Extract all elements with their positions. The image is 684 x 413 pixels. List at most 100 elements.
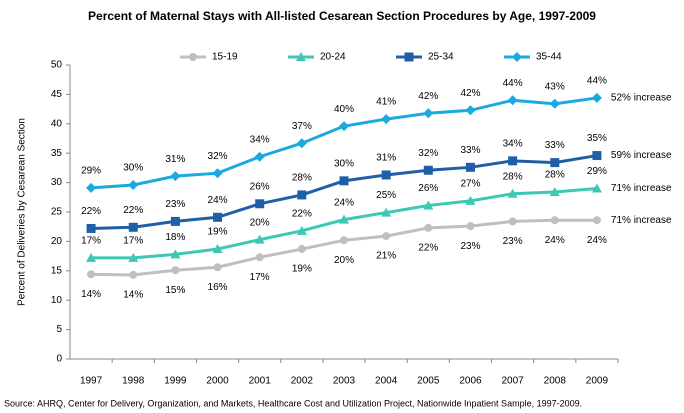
marker [381,207,392,217]
end-annotation: 59% increase [611,150,672,161]
marker [592,151,602,161]
source-note: Source: AHRQ, Center for Delivery, Organ… [4,398,582,408]
end-annotation: 71% increase [611,183,672,194]
data-label: 28% [545,170,565,181]
x-tick-label: 1998 [122,376,145,387]
marker [171,266,180,275]
data-label: 24% [545,235,565,246]
marker [549,187,560,197]
marker [507,188,518,198]
marker [212,168,223,179]
marker [86,182,97,193]
data-label: 21% [376,251,396,262]
data-label: 20% [250,217,270,228]
data-label: 28% [503,171,523,182]
marker [86,252,97,262]
data-label: 42% [460,88,480,99]
marker [381,170,391,180]
data-label: 26% [418,183,438,194]
data-label: 32% [208,151,228,162]
data-label: 29% [81,166,101,177]
marker [297,190,307,200]
data-label: 22% [123,205,143,216]
data-label: 44% [587,76,607,87]
chart-title: Percent of Maternal Stays with All-liste… [88,9,596,23]
x-tick-label: 2001 [249,376,272,387]
marker [508,217,517,226]
data-label: 16% [208,282,228,293]
data-label: 24% [334,197,354,208]
marker [170,249,181,259]
marker [382,232,391,241]
data-label: 17% [81,236,101,247]
y-tick-label: 15 [51,265,63,276]
data-label: 14% [81,289,101,300]
marker [128,252,139,262]
x-tick-label: 2004 [375,376,398,387]
data-label: 30% [334,158,354,169]
data-label: 41% [376,97,396,108]
marker [465,162,475,172]
marker [424,223,433,232]
marker [296,225,307,235]
y-axis-label: Percent of Deliveries by Cesarean Sectio… [17,118,28,306]
data-label: 23% [460,241,480,252]
marker [339,176,349,186]
data-label: 40% [334,104,354,115]
x-tick-label: 2002 [291,376,314,387]
data-label: 35% [587,133,607,144]
data-label: 30% [123,163,143,174]
data-label: 22% [292,208,312,219]
data-label: 20% [334,255,354,266]
y-tick-label: 50 [51,60,63,71]
x-tick-label: 2007 [501,376,524,387]
data-label: 24% [587,235,607,246]
marker [550,216,559,225]
data-label: 17% [250,272,270,283]
data-label: 18% [165,232,185,243]
data-label: 19% [208,227,228,238]
x-tick-label: 1997 [80,376,103,387]
marker [254,151,265,162]
marker [213,263,222,272]
y-tick-label: 35 [51,148,63,159]
marker [466,222,475,231]
data-label: 43% [545,81,565,92]
marker [189,53,197,61]
end-annotation: 52% increase [611,93,672,104]
marker [592,216,601,225]
data-label: 44% [503,78,523,89]
marker [423,200,434,210]
data-label: 33% [460,145,480,156]
data-label: 28% [292,173,312,184]
y-tick-label: 10 [51,295,63,306]
marker [170,216,180,226]
data-label: 23% [165,199,185,210]
marker [296,52,306,61]
marker [340,236,348,245]
data-label: 25% [376,190,396,201]
y-tick-label: 40 [51,118,63,129]
marker [128,222,138,232]
y-tick-label: 5 [56,324,62,335]
marker [212,244,223,254]
marker [507,95,518,106]
marker [508,156,518,166]
marker [404,52,414,62]
marker [213,212,223,222]
marker [297,245,306,254]
marker [255,199,265,209]
data-label: 29% [587,166,607,177]
series-line [91,218,597,277]
data-label: 15% [165,285,185,296]
y-tick-label: 20 [51,236,63,247]
legend-label: 20-24 [320,52,346,63]
data-label: 24% [208,195,228,206]
marker [86,223,96,233]
data-label: 27% [460,178,480,189]
marker [550,158,560,168]
data-label: 31% [165,154,185,165]
x-tick-label: 2009 [586,376,609,387]
marker [339,121,349,132]
